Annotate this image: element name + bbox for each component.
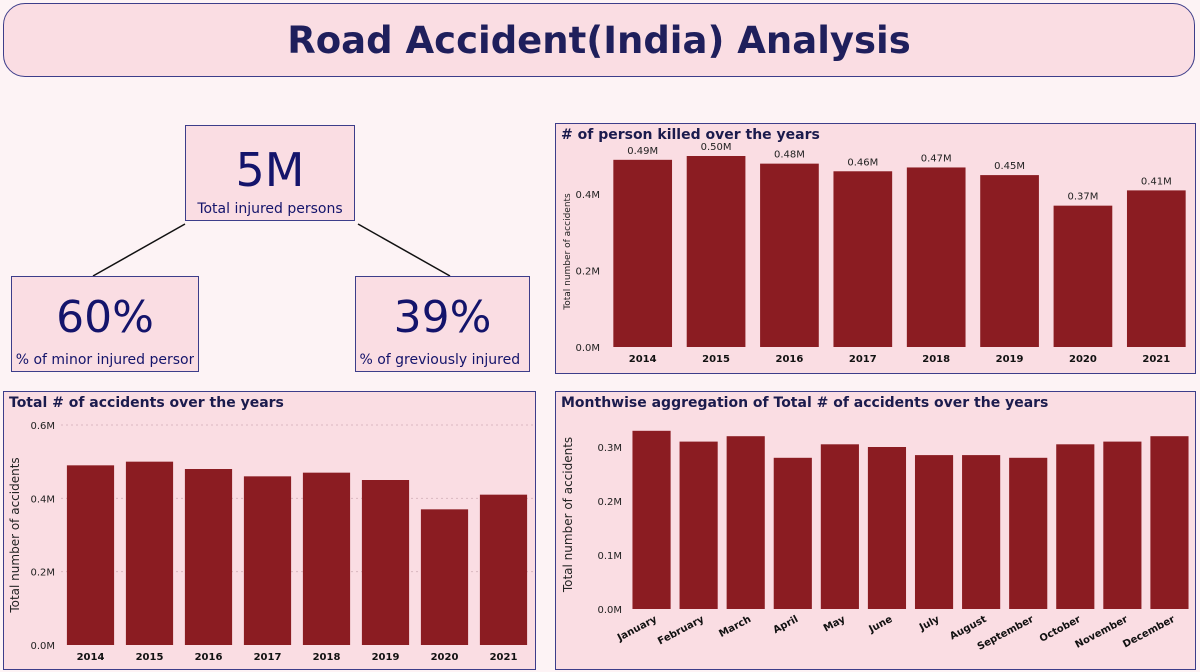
bar-2020[interactable] <box>1053 205 1113 347</box>
connector-left <box>92 223 186 277</box>
x-tick-july: July <box>917 614 942 634</box>
bar-june[interactable] <box>867 447 907 609</box>
kpi-card-grievous-injured[interactable]: 39% % of greviously injured ... <box>355 276 530 372</box>
data-label-2020: 0.37M <box>1067 192 1098 203</box>
y-axis-label: Total number of accidents <box>8 457 22 613</box>
kpi-value-minor-injured: 60% <box>56 292 154 343</box>
kpi-card-minor-injured[interactable]: 60% % of minor injured person <box>11 276 199 372</box>
bar-2019[interactable] <box>361 480 410 645</box>
x-tick-2015: 2015 <box>702 354 730 365</box>
bar-november[interactable] <box>1103 441 1142 609</box>
x-tick-december: December <box>1121 614 1177 651</box>
bar-2017[interactable] <box>243 476 292 645</box>
x-tick-january: January <box>615 614 659 645</box>
bar-2017[interactable] <box>833 171 893 347</box>
bar-2021[interactable] <box>479 494 528 645</box>
data-label-2017: 0.46M <box>847 157 878 168</box>
x-tick-2020: 2020 <box>1069 354 1097 365</box>
chart-title-persons-killed: # of person killed over the years <box>561 127 820 143</box>
x-tick-2015: 2015 <box>136 652 164 663</box>
x-tick-2014: 2014 <box>77 652 105 663</box>
x-tick-2019: 2019 <box>996 354 1024 365</box>
bar-2015[interactable] <box>125 461 174 645</box>
y-axis-label: Total number of accidents <box>563 193 573 311</box>
x-tick-march: March <box>717 614 753 640</box>
bar-2016[interactable] <box>760 163 819 347</box>
kpi-card-total-injured[interactable]: 5M Total injured persons <box>185 125 355 221</box>
bar-october[interactable] <box>1056 444 1095 609</box>
x-tick-november: November <box>1074 614 1130 651</box>
bar-may[interactable] <box>820 444 859 609</box>
kpi-label-grievous-injured: % of greviously injured ... <box>359 352 526 368</box>
x-tick-2017: 2017 <box>254 652 282 663</box>
chart-panel-total-accidents[interactable]: Total # of accidents over the years 0.0M… <box>3 391 536 670</box>
x-tick-2021: 2021 <box>490 652 518 663</box>
chart-title-total-accidents: Total # of accidents over the years <box>9 395 284 411</box>
x-tick-2018: 2018 <box>313 652 341 663</box>
bar-february[interactable] <box>679 441 718 609</box>
bar-august[interactable] <box>962 455 1001 609</box>
bar-january[interactable] <box>632 430 671 609</box>
y-tick-label: 0.2M <box>597 497 622 508</box>
title-banner: Road Accident(India) Analysis <box>3 3 1195 77</box>
bar-2019[interactable] <box>980 175 1039 347</box>
data-label-2019: 0.45M <box>994 161 1025 172</box>
x-tick-2017: 2017 <box>849 354 877 365</box>
bar-2014[interactable] <box>66 465 115 645</box>
x-tick-april: April <box>771 614 800 636</box>
page-title: Road Accident(India) Analysis <box>287 18 911 62</box>
data-label-2021: 0.41M <box>1141 176 1172 187</box>
x-tick-2020: 2020 <box>431 652 459 663</box>
x-tick-may: May <box>822 614 848 635</box>
kpi-value-grievous-injured: 39% <box>393 292 492 343</box>
y-axis-label: Total number of accidents <box>561 437 575 593</box>
y-tick-label: 0.0M <box>575 343 600 354</box>
bar-march[interactable] <box>726 436 765 609</box>
data-label-2015: 0.50M <box>701 142 732 153</box>
x-tick-february: February <box>656 614 706 648</box>
kpi-value-total-injured: 5M <box>235 143 305 197</box>
bar-2018[interactable] <box>906 167 966 347</box>
bar-september[interactable] <box>1009 457 1048 609</box>
chart-panel-monthwise-accidents[interactable]: Monthwise aggregation of Total # of acci… <box>555 391 1196 670</box>
x-tick-august: August <box>948 614 989 643</box>
bar-2016[interactable] <box>184 469 233 645</box>
data-label-2016: 0.48M <box>774 150 805 161</box>
x-tick-2019: 2019 <box>372 652 400 663</box>
bar-july[interactable] <box>914 455 954 609</box>
y-tick-label: 0.4M <box>30 494 55 505</box>
y-tick-label: 0.3M <box>597 443 622 454</box>
y-tick-label: 0.2M <box>30 568 55 579</box>
x-tick-june: June <box>866 614 894 636</box>
data-label-2014: 0.49M <box>627 146 658 157</box>
bar-2018[interactable] <box>302 472 351 645</box>
x-tick-2014: 2014 <box>629 354 657 365</box>
bar-2021[interactable] <box>1126 190 1186 347</box>
y-tick-label: 0.2M <box>575 267 600 278</box>
x-tick-2016: 2016 <box>195 652 223 663</box>
chart-monthwise-accidents[interactable]: 0.0M 0.1M 0.2M 0.3M Total number of accident… <box>556 392 1197 671</box>
y-tick-label: 0.4M <box>575 190 600 201</box>
bar-2015[interactable] <box>686 156 746 347</box>
y-tick-label: 0.1M <box>597 551 622 562</box>
y-tick-label: 0.0M <box>597 605 622 616</box>
bar-april[interactable] <box>773 457 812 609</box>
chart-title-monthwise-accidents: Monthwise aggregation of Total # of acci… <box>561 395 1049 411</box>
chart-panel-persons-killed[interactable]: # of person killed over the years 0.0M 0.… <box>555 123 1196 374</box>
kpi-label-total-injured: Total injured persons <box>197 201 343 217</box>
bar-2020[interactable] <box>420 509 469 645</box>
chart-total-accidents[interactable]: 0.0M 0.2M 0.4M 0.6M Total number of accident… <box>4 392 537 671</box>
y-tick-label: 0.0M <box>30 641 55 652</box>
x-tick-2016: 2016 <box>776 354 804 365</box>
bar-december[interactable] <box>1150 436 1189 609</box>
x-tick-2018: 2018 <box>922 354 950 365</box>
connector-right <box>357 223 451 277</box>
data-label-2018: 0.47M <box>921 153 952 164</box>
bar-2014[interactable] <box>613 159 673 347</box>
y-tick-label: 0.6M <box>30 421 55 432</box>
kpi-label-minor-injured: % of minor injured person <box>15 352 195 368</box>
x-tick-2021: 2021 <box>1142 354 1170 365</box>
